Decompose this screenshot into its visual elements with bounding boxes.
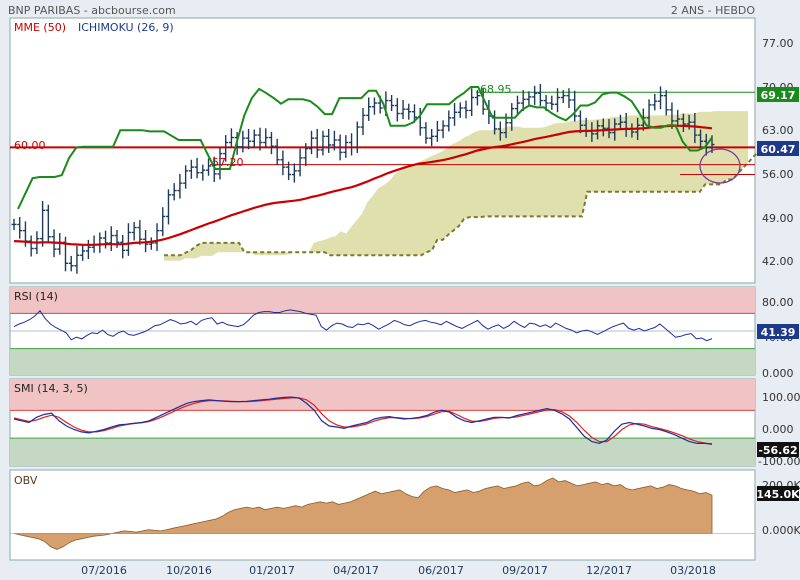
smi-value-badge (757, 442, 799, 457)
ichimoku-tenkan-line (17, 86, 713, 210)
smi-ytick: -100.00 (758, 455, 800, 468)
rsi-layer (10, 287, 755, 375)
obv-ytick: 0.000K (762, 524, 800, 537)
close-value-badge (757, 141, 799, 156)
x-axis: 07/2016 10/2016 01/2017 04/2017 06/2017 … (81, 564, 716, 577)
senkou-b-line (164, 144, 775, 257)
x-tick: 10/2016 (166, 564, 212, 577)
obv-area (13, 477, 713, 550)
rsi-line (13, 309, 713, 342)
rsi-value-text: 41.39 (761, 326, 796, 339)
mme50-line (13, 124, 713, 246)
resistance-label: 68.95 (480, 83, 512, 96)
smi-oversold-zone (10, 438, 755, 466)
obv-layer (10, 477, 755, 550)
obv-value-badge (757, 486, 799, 501)
support-high-label: 60.00 (14, 139, 46, 152)
smi-layer (10, 379, 755, 466)
rsi-overbought-zone (10, 287, 755, 314)
x-tick: 06/2017 (418, 564, 464, 577)
smi-line (13, 396, 713, 445)
price-layer (10, 83, 775, 274)
smi-value-text: -56.62 (758, 444, 797, 457)
rsi-value-badge (757, 324, 799, 339)
x-tick: 01/2017 (249, 564, 295, 577)
obv-label: OBV (14, 474, 38, 487)
x-tick: 03/2018 (670, 564, 716, 577)
rsi-ytick: 0.000 (762, 367, 794, 380)
x-tick: 09/2017 (502, 564, 548, 577)
mme-legend: MME (50) (14, 21, 66, 34)
rsi-oversold-zone (10, 348, 755, 375)
price-ytick: 63.00 (762, 124, 794, 137)
x-tick: 12/2017 (586, 564, 632, 577)
smi-ytick: 0.000 (762, 423, 794, 436)
smi-overbought-zone (10, 379, 755, 411)
close-value-text: 60.47 (761, 143, 796, 156)
rsi-label: RSI (14) (14, 290, 58, 303)
tenkan-value-badge (757, 87, 799, 102)
smi-label: SMI (14, 3, 5) (14, 382, 88, 395)
ichimoku-legend: ICHIMOKU (26, 9) (78, 21, 174, 34)
price-ytick: 49.00 (762, 212, 794, 225)
price-ytick: 42.00 (762, 255, 794, 268)
price-ytick: 77.00 (762, 37, 794, 50)
ichimoku-cloud (164, 111, 748, 261)
price-ytick: 56.00 (762, 168, 794, 181)
support-low-label: 57.20 (212, 156, 244, 169)
highlight-circle (699, 148, 741, 184)
chart-header-right: 2 ANS - HEBDO (671, 4, 755, 17)
obv-value-text: 145.0K (756, 488, 800, 501)
smi-ytick: 100.00 (762, 391, 800, 404)
chart-header-left: BNP PARIBAS - abcbourse.com (8, 4, 176, 17)
x-tick: 04/2017 (333, 564, 379, 577)
rsi-ytick: 80.00 (762, 296, 794, 309)
tenkan-value-text: 69.17 (761, 89, 796, 102)
x-tick: 07/2016 (81, 564, 127, 577)
